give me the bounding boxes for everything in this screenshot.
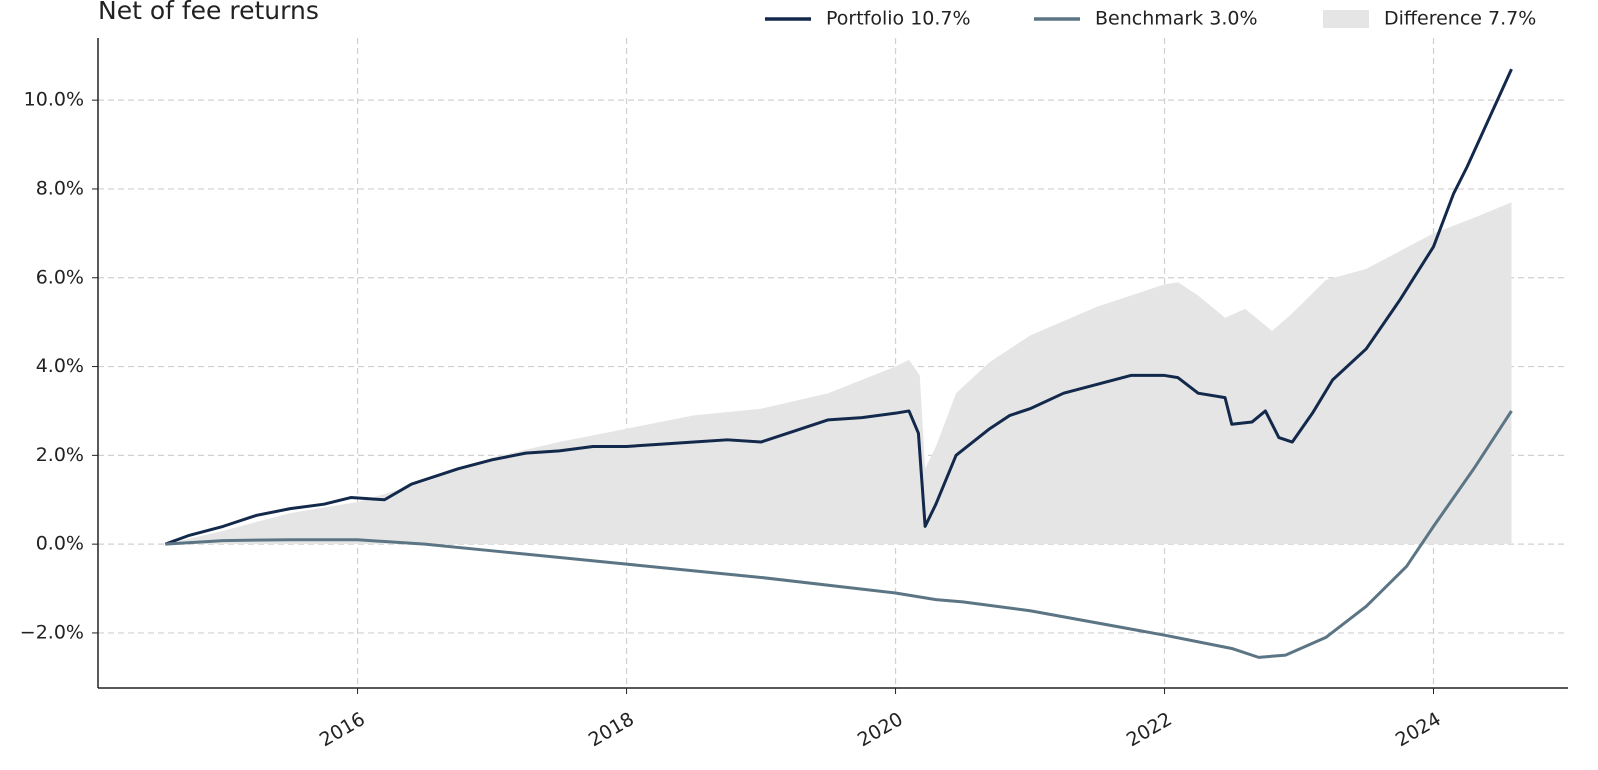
legend-label: Portfolio 10.7%	[826, 8, 971, 30]
y-tick-label: 2.0%	[36, 444, 84, 466]
x-tick-label: 2016	[316, 708, 369, 751]
area	[165, 202, 1512, 545]
y-tick-label: 0.0%	[36, 533, 84, 555]
y-tick-label: −2.0%	[20, 621, 84, 643]
legend-label: Difference 7.7%	[1384, 8, 1536, 30]
plot	[165, 202, 1512, 545]
legend-label: Benchmark 3.0%	[1095, 8, 1258, 30]
legend-swatch	[1323, 10, 1369, 28]
chart-title: Net of fee returns	[98, 0, 319, 25]
line	[164, 68, 1513, 546]
y-tick-label: 6.0%	[36, 266, 84, 288]
line	[165, 410, 1513, 659]
y-tick-label: 8.0%	[36, 177, 84, 199]
x-tick-label: 2022	[1123, 708, 1176, 751]
x-tick-label: 2020	[854, 708, 907, 751]
x-tick-label: 2018	[585, 708, 638, 751]
x-tick-label: 2024	[1392, 708, 1445, 751]
y-tick-label: 4.0%	[36, 355, 84, 377]
y-tick-label: 10.0%	[24, 89, 84, 111]
